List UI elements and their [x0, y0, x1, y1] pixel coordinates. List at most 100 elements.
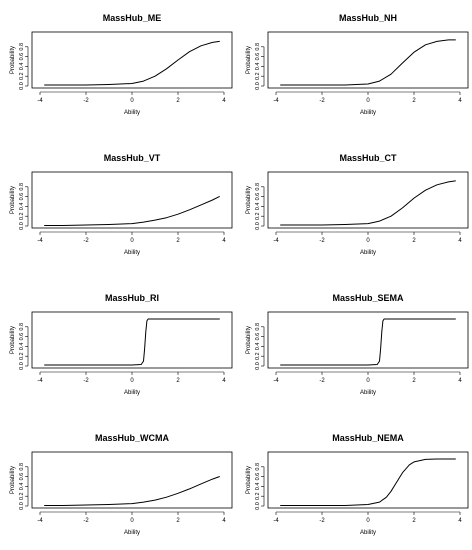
x-tick-label: 2	[412, 378, 416, 384]
x-tick-label: 4	[458, 518, 462, 524]
y-tick-label: 0.6	[19, 333, 25, 341]
probability-curve	[280, 39, 456, 86]
y-tick-label: 0.6	[255, 193, 261, 201]
y-tick-label: 0.6	[19, 53, 25, 61]
probability-curve	[44, 40, 220, 86]
y-axis-label: Probability	[10, 326, 16, 354]
x-tick-label: 4	[222, 238, 226, 244]
y-axis-label: Probability	[10, 186, 16, 214]
y-tick-label: 0.8	[19, 463, 25, 471]
x-tick-label: -4	[273, 378, 279, 384]
y-axis-label: Probability	[10, 46, 16, 74]
plot-frame	[267, 31, 469, 89]
y-tick-label: 0.2	[19, 72, 25, 80]
plot-frame	[31, 31, 233, 89]
x-tick-label: 2	[412, 98, 416, 104]
x-axis-label: Ability	[360, 110, 376, 116]
chart-panel-5: MassHub_RI -4 -2 0 2 4 Ability 0.0 0.20.4 0.6 0.8P…	[10, 293, 233, 396]
y-axis-label: Probability	[246, 186, 252, 214]
chart-title: MassHub_NH	[339, 13, 397, 23]
x-tick-label: 0	[366, 238, 370, 244]
x-tick-label: -4	[37, 378, 43, 384]
chart-panel-4: MassHub_CT -4 -2 0 2 4 Ability 0.0 0.20.4 0.6 0.8P…	[246, 153, 469, 256]
y-tick-label: 0.4	[255, 343, 261, 351]
probability-curve	[280, 180, 456, 226]
x-axis-label: Ability	[124, 110, 140, 116]
probability-curve	[44, 476, 220, 506]
x-tick-label: -2	[319, 378, 325, 384]
x-tick-label: -2	[319, 98, 325, 104]
chart-title: MassHub_SEMA	[332, 293, 404, 303]
x-tick-label: -2	[83, 238, 89, 244]
chart-panel-3: MassHub_VT -4 -2 0 2 4 Ability 0.0 0.20.4 0.6 0.8P…	[10, 153, 233, 256]
chart-title: MassHub_WCMA	[95, 433, 170, 443]
y-tick-label: 0.2	[19, 212, 25, 220]
y-axis-label: Probability	[246, 466, 252, 494]
plot-frame	[31, 311, 233, 369]
chart-panel-2: MassHub_NH -4 -2 0 2 4 Ability 0.0 0.20.4 0.6 0.8P…	[246, 13, 469, 116]
x-tick-label: -4	[37, 98, 43, 104]
y-axis-label: Probability	[10, 466, 16, 494]
probability-curve	[280, 458, 456, 506]
y-tick-label: 0.0	[19, 362, 25, 370]
plot-frame	[267, 311, 469, 369]
y-tick-label: 0.0	[255, 82, 261, 90]
y-tick-label: 0.6	[255, 473, 261, 481]
x-tick-label: 0	[130, 518, 134, 524]
x-axis-label: Ability	[124, 250, 140, 256]
y-tick-label: 0.8	[255, 43, 261, 51]
plot-frame	[267, 451, 469, 509]
y-axis-label: Probability	[246, 46, 252, 74]
y-tick-label: 0.4	[255, 483, 261, 491]
y-tick-label: 0.8	[19, 43, 25, 51]
y-tick-label: 0.0	[19, 222, 25, 230]
y-tick-label: 0.6	[255, 53, 261, 61]
chart-panel-1: MassHub_ME -4 -2 0 2 4 Ability 0.0 0.20.4 0.6 0.8P…	[10, 13, 233, 116]
x-tick-label: 0	[130, 378, 134, 384]
y-tick-label: 0.4	[19, 203, 25, 211]
x-tick-label: 2	[176, 98, 180, 104]
x-tick-label: -2	[83, 98, 89, 104]
plot-frame	[267, 171, 469, 229]
y-tick-label: 0.4	[19, 483, 25, 491]
y-tick-label: 0.6	[19, 193, 25, 201]
y-tick-label: 0.6	[255, 333, 261, 341]
x-tick-label: 2	[412, 238, 416, 244]
probability-curve	[44, 196, 220, 226]
y-tick-label: 0.0	[19, 82, 25, 90]
chart-panel-6: MassHub_SEMA -4 -2 0 2 4 Ability 0.0 0.20.4 0.6 0.…	[246, 293, 469, 396]
x-tick-label: 4	[222, 518, 226, 524]
y-tick-label: 0.8	[19, 323, 25, 331]
x-tick-label: -2	[319, 238, 325, 244]
x-axis-label: Ability	[124, 530, 140, 536]
x-tick-label: -2	[83, 378, 89, 384]
plot-frame	[31, 171, 233, 229]
x-tick-label: -4	[273, 518, 279, 524]
x-tick-label: -4	[273, 238, 279, 244]
chart-title: MassHub_RI	[105, 293, 159, 303]
y-tick-label: 0.4	[19, 343, 25, 351]
chart-panel-8: MassHub_NEMA -4 -2 0 2 4 Ability 0.0 0.20.4 0.6 0.…	[246, 433, 469, 536]
chart-title: MassHub_ME	[103, 13, 162, 23]
chart-title: MassHub_VT	[104, 153, 161, 163]
x-tick-label: 2	[412, 518, 416, 524]
x-tick-label: 4	[458, 238, 462, 244]
y-tick-label: 0.4	[255, 63, 261, 71]
y-tick-label: 0.8	[19, 183, 25, 191]
x-tick-label: 4	[458, 378, 462, 384]
x-tick-label: -4	[37, 518, 43, 524]
x-tick-label: -4	[37, 238, 43, 244]
x-tick-label: 2	[176, 378, 180, 384]
x-tick-label: 0	[130, 98, 134, 104]
y-tick-label: 0.8	[255, 463, 261, 471]
x-tick-label: -4	[273, 98, 279, 104]
y-tick-label: 0.2	[255, 212, 261, 220]
x-tick-label: 4	[458, 98, 462, 104]
x-tick-label: 4	[222, 98, 226, 104]
y-tick-label: 0.8	[255, 183, 261, 191]
probability-curve	[280, 318, 456, 366]
y-tick-label: 0.0	[255, 222, 261, 230]
y-tick-label: 0.0	[255, 362, 261, 370]
x-axis-label: Ability	[360, 530, 376, 536]
